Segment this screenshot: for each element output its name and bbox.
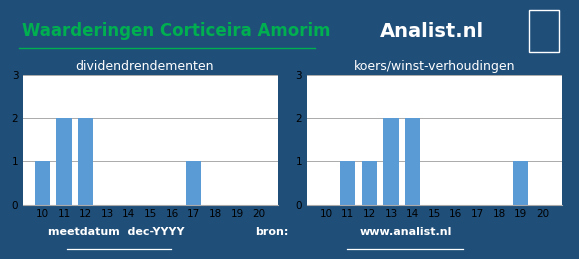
Text: Analist.nl: Analist.nl xyxy=(380,21,484,41)
Bar xyxy=(35,161,50,205)
Bar xyxy=(78,118,93,205)
Text: Waarderingen Corticeira Amorim: Waarderingen Corticeira Amorim xyxy=(22,22,330,40)
Bar xyxy=(362,161,377,205)
Bar xyxy=(383,118,398,205)
Text: bron:: bron: xyxy=(255,227,289,237)
Bar xyxy=(340,161,356,205)
Text: www.analist.nl: www.analist.nl xyxy=(359,227,452,237)
Text: dividendrendementen: dividendrendementen xyxy=(75,60,214,73)
Bar xyxy=(405,118,420,205)
Bar xyxy=(56,118,72,205)
Text: meetdatum  dec-YYYY: meetdatum dec-YYYY xyxy=(47,227,184,237)
Bar xyxy=(186,161,201,205)
Text: koers/winst-verhoudingen: koers/winst-verhoudingen xyxy=(354,60,515,73)
FancyBboxPatch shape xyxy=(529,10,559,52)
Bar xyxy=(513,161,529,205)
